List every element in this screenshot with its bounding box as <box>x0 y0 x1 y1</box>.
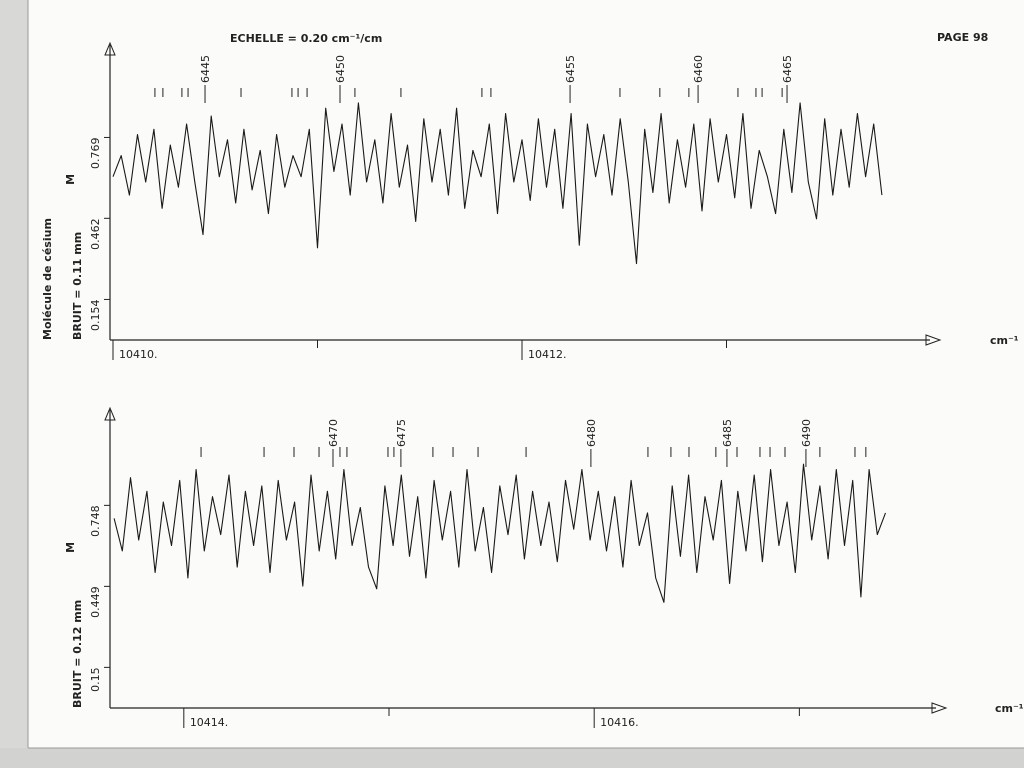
y-tick-label: 0.449 <box>89 586 102 618</box>
spectrum-line <box>112 102 883 265</box>
line-id-label: 6490 <box>800 419 813 447</box>
y-tick-label: 0.769 <box>89 137 102 169</box>
x-axis-arrow <box>931 702 948 714</box>
x-tick-label: 10416. <box>600 716 639 729</box>
x-unit: cm⁻¹ <box>995 702 1024 715</box>
y-axis-arrow <box>104 41 116 56</box>
x-axis-arrow <box>925 334 942 346</box>
molecule-label: Molécule de césium <box>41 218 54 340</box>
x-tick-label: 10412. <box>528 348 567 361</box>
line-id-label: 6475 <box>395 419 408 447</box>
spectrum-line <box>113 463 887 603</box>
y-label: BRUIT = 0.12 mm <box>71 600 84 708</box>
line-id-label: 6485 <box>721 419 734 447</box>
x-tick-label: 10414. <box>190 716 229 729</box>
y-marker: M <box>64 542 77 553</box>
y-tick-label: 0.154 <box>89 299 102 331</box>
y-label: BRUIT = 0.11 mm <box>71 232 84 340</box>
y-tick-label: 0.748 <box>89 505 102 537</box>
y-marker: M <box>64 174 77 185</box>
line-id-label: 6455 <box>564 55 577 83</box>
line-id-label: 6470 <box>327 419 340 447</box>
scale-label: ECHELLE = 0.20 cm⁻¹/cm <box>230 32 382 45</box>
scan-edge <box>0 748 1024 768</box>
line-id-label: 6450 <box>334 55 347 83</box>
line-id-label: 6465 <box>781 55 794 83</box>
y-axis-arrow <box>104 406 116 421</box>
x-tick-label: 10410. <box>119 348 158 361</box>
y-tick-label: 0.462 <box>89 218 102 250</box>
y-tick-label: 0.15 <box>89 667 102 692</box>
line-id-label: 6445 <box>199 55 212 83</box>
scan-edge <box>0 0 28 768</box>
page-number: PAGE 98 <box>937 31 988 44</box>
line-id-label: 6480 <box>585 419 598 447</box>
x-unit: cm⁻¹ <box>990 334 1019 347</box>
line-id-label: 6460 <box>692 55 705 83</box>
